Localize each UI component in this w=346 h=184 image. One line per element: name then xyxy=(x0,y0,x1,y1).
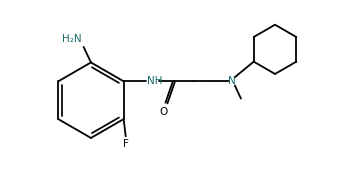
Text: N: N xyxy=(228,76,236,86)
Text: NH: NH xyxy=(147,76,162,86)
Text: F: F xyxy=(123,139,129,149)
Text: H₂N: H₂N xyxy=(62,34,82,44)
Text: O: O xyxy=(160,107,168,117)
